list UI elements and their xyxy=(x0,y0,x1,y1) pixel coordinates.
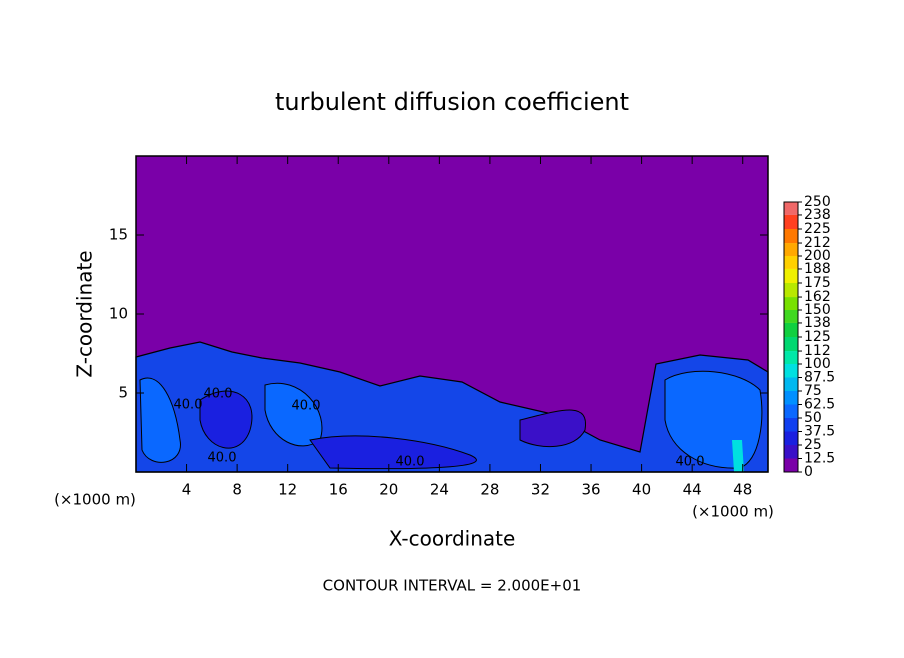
y-axis-title: Z-coordinate xyxy=(73,250,97,377)
contour-region xyxy=(199,390,253,449)
colorbar-label: 75 xyxy=(804,383,822,399)
colorbar-band xyxy=(784,391,798,405)
colorbar-label: 125 xyxy=(804,329,831,345)
x-tick-label: 12 xyxy=(278,481,297,499)
colorbar-label: 37.5 xyxy=(804,424,835,440)
contour-region xyxy=(139,377,181,463)
colorbar-label: 138 xyxy=(804,315,831,331)
contour-region xyxy=(309,435,477,470)
colorbar-band xyxy=(784,283,798,298)
colorbar-band xyxy=(784,364,798,378)
colorbar-band xyxy=(784,202,798,215)
contour-label: 40.0 xyxy=(676,455,705,470)
x-axis-title: X-coordinate xyxy=(389,527,516,551)
colorbar-band xyxy=(784,243,798,256)
x-tick-label: 40 xyxy=(632,481,651,499)
colorbar-label: 162 xyxy=(804,289,831,305)
colorbar-band xyxy=(784,337,798,352)
colorbar-band xyxy=(784,297,798,310)
contour-label: 40.0 xyxy=(208,451,237,466)
colorbar-label: 225 xyxy=(804,221,831,237)
colorbar-label: 188 xyxy=(804,261,831,277)
x-tick-label: 48 xyxy=(733,481,752,499)
x-tick-label: 24 xyxy=(430,481,449,499)
contour-region xyxy=(732,440,744,472)
colorbar-label: 112 xyxy=(804,343,831,359)
x-tick-label: 36 xyxy=(581,481,600,499)
y-tick-label: 10 xyxy=(109,305,128,323)
colorbar-band xyxy=(784,268,798,283)
contour-label: 40.0 xyxy=(204,387,233,402)
colorbar-band xyxy=(784,458,798,472)
colorbar-label: 250 xyxy=(804,194,831,210)
footer-note: CONTOUR INTERVAL = 2.000E+01 xyxy=(323,577,582,595)
colorbar-band xyxy=(784,377,798,391)
colorbar-label: 175 xyxy=(804,275,831,291)
colorbar-label: 238 xyxy=(804,207,831,223)
colorbar-label: 100 xyxy=(804,356,831,372)
colorbar-label: 150 xyxy=(804,302,831,318)
contour-label: 40.0 xyxy=(292,399,321,414)
colorbar-label: 62.5 xyxy=(804,397,835,413)
x-unit: (×1000 m) xyxy=(692,503,774,521)
colorbar-label: 0 xyxy=(804,464,813,480)
x-tick-label: 16 xyxy=(329,481,348,499)
colorbar-band xyxy=(784,256,798,269)
colorbar-band xyxy=(784,322,798,337)
x-tick-label: 20 xyxy=(379,481,398,499)
colorbar-band xyxy=(784,418,798,432)
colorbar-band xyxy=(784,351,798,364)
colorbar-band xyxy=(784,214,798,229)
x-unit: (×1000 m) xyxy=(54,491,136,509)
colorbar-label: 87.5 xyxy=(804,370,835,386)
colorbar-label: 200 xyxy=(804,248,831,264)
colorbar-band xyxy=(784,445,798,459)
colorbar-label: 12.5 xyxy=(804,451,835,467)
colorbar-label: 25 xyxy=(804,437,822,453)
contour-label: 40.0 xyxy=(174,398,203,413)
y-tick-label: 15 xyxy=(109,226,128,244)
colorbar-label: 212 xyxy=(804,235,831,251)
turbulent-region xyxy=(135,341,769,473)
x-tick-label: 8 xyxy=(232,481,242,499)
x-tick-label: 28 xyxy=(480,481,499,499)
colorbar-band xyxy=(784,404,798,418)
colorbar-label: 50 xyxy=(804,410,822,426)
colorbar-band xyxy=(784,229,798,244)
contour-region xyxy=(519,409,587,448)
colorbar-band xyxy=(784,431,798,445)
x-tick-label: 44 xyxy=(683,481,702,499)
contour-label: 40.0 xyxy=(396,455,425,470)
chart-title: turbulent diffusion coefficient xyxy=(275,88,629,116)
y-tick-label: 5 xyxy=(118,384,128,402)
x-tick-label: 32 xyxy=(531,481,550,499)
colorbar-band xyxy=(784,310,798,323)
x-tick-label: 4 xyxy=(182,481,192,499)
